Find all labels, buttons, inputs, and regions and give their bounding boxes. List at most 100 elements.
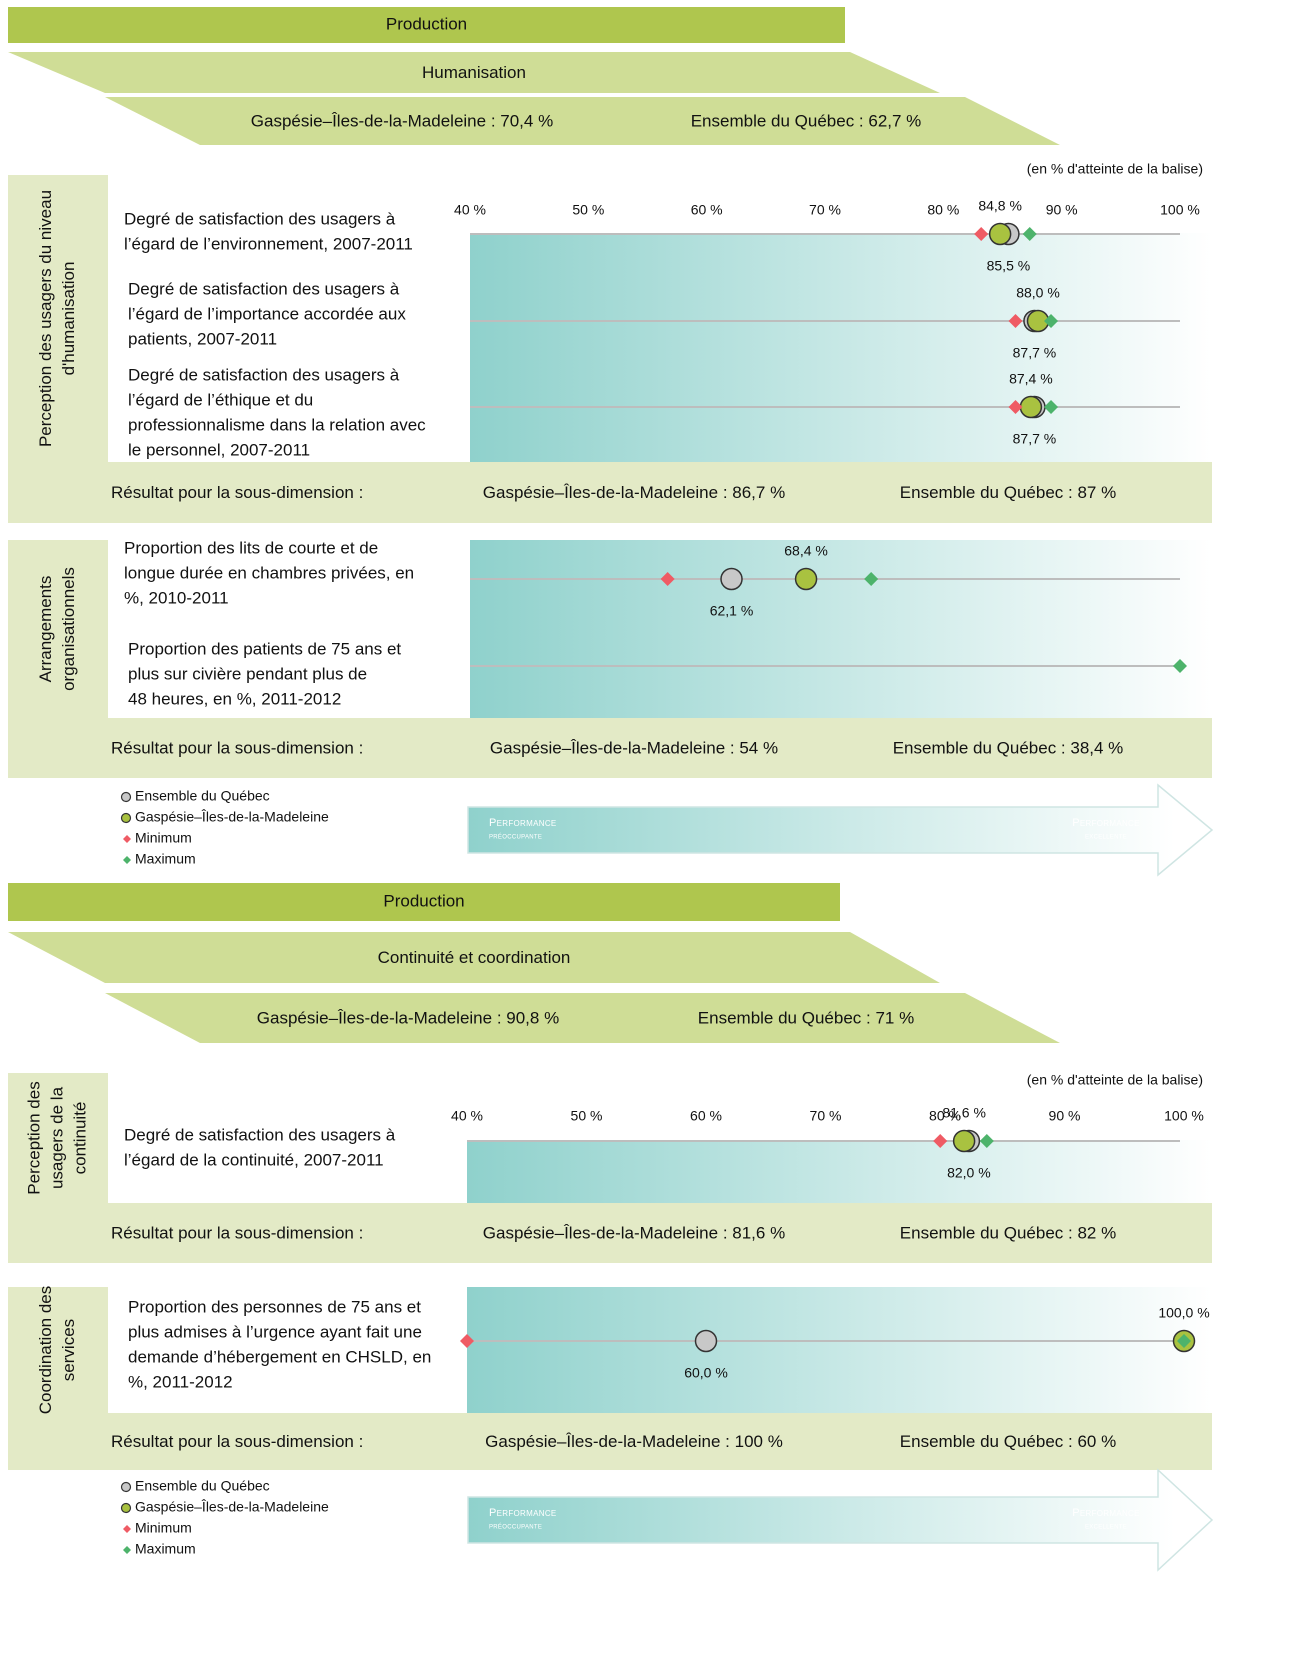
min-marker	[660, 572, 675, 586]
legend-label: Minimum	[135, 830, 192, 846]
x-tick-label: 100 %	[1164, 1108, 1204, 1124]
group-label: usagers de la	[47, 1086, 66, 1189]
quebec-marker	[694, 1329, 718, 1353]
summary-band	[105, 993, 1060, 1043]
arrow-right-1: Performance	[1072, 1507, 1140, 1519]
arrow-left-1: Performance	[489, 817, 557, 829]
group-label: Perception des usagers du niveau	[36, 190, 55, 447]
legend-label: Gaspésie–Îles-de-la-Madeleine	[135, 1499, 329, 1515]
result-band	[8, 1413, 1212, 1470]
arrow-left-2: préoccupante	[489, 830, 542, 840]
quebec-value-label: 85,5 %	[987, 258, 1031, 274]
group-label: Coordination des	[36, 1286, 55, 1415]
legend-swatch	[120, 1481, 132, 1493]
min-marker	[974, 227, 989, 241]
x-tick-label: 50 %	[571, 1108, 603, 1124]
max-marker	[1044, 314, 1059, 328]
result-region: Gaspésie–Îles-de-la-Madeleine : 54 %	[490, 738, 778, 757]
indicator-label: %, 2010-2011	[124, 588, 229, 607]
legend-swatch	[123, 835, 131, 843]
indicator-label: 48 heures, en %, 2011-2012	[128, 689, 341, 708]
result-label: Résultat pour la sous-dimension :	[111, 738, 363, 757]
arrow-right-1: Performance	[1072, 817, 1140, 829]
indicator-label: l’égard de l’importance accordée aux	[128, 304, 406, 323]
region-marker	[952, 1129, 976, 1153]
legend-label: Minimum	[135, 1520, 192, 1536]
header-title: Production	[386, 14, 467, 33]
summary-text: Gaspésie–Îles-de-la-Madeleine : 90,8 %	[257, 1008, 559, 1027]
x-tick-label: 100 %	[1160, 202, 1200, 218]
summary-band	[105, 97, 1060, 145]
legend-label: Ensemble du Québec	[135, 1478, 270, 1494]
result-band	[8, 1203, 1212, 1263]
region-value-label: 81,6 %	[942, 1105, 986, 1121]
result-quebec: Ensemble du Québec : 82 %	[900, 1223, 1116, 1242]
performance-arrow	[467, 1468, 1214, 1572]
indicator-label: plus admises à l’urgence ayant fait une	[128, 1322, 422, 1341]
group-label: continuité	[70, 1102, 89, 1175]
axis-note: (en % d'atteinte de la balise)	[1027, 161, 1203, 177]
summary-text: Ensemble du Québec : 62,7 %	[691, 111, 922, 130]
group-label: d'humanisation	[59, 262, 78, 376]
indicator-label: l’égard de l’éthique et du	[128, 390, 313, 409]
plot-area	[467, 1140, 1212, 1203]
indicator-label: longue durée en chambres privées, en	[124, 563, 414, 582]
x-tick-label: 70 %	[809, 202, 841, 218]
group-label: services	[59, 1319, 78, 1381]
region-value-label: 84,8 %	[978, 198, 1022, 214]
result-label: Résultat pour la sous-dimension :	[111, 1432, 363, 1451]
x-tick-label: 70 %	[810, 1108, 842, 1124]
x-tick-label: 40 %	[454, 202, 486, 218]
region-marker	[794, 567, 818, 591]
result-region: Gaspésie–Îles-de-la-Madeleine : 81,6 %	[483, 1223, 785, 1242]
group-label: Arrangements	[36, 576, 55, 683]
result-quebec: Ensemble du Québec : 87 %	[900, 483, 1116, 502]
legend-swatch	[123, 1525, 131, 1533]
plot-area	[470, 233, 1212, 462]
x-tick-label: 60 %	[690, 1108, 722, 1124]
indicator-label: Proportion des personnes de 75 ans et	[128, 1297, 421, 1316]
group-label: organisationnels	[59, 567, 78, 691]
result-quebec: Ensemble du Québec : 38,4 %	[893, 738, 1124, 757]
legend-swatch	[120, 1502, 132, 1514]
quebec-value-label: 60,0 %	[684, 1365, 728, 1381]
quebec-value-label: 87,7 %	[1013, 345, 1057, 361]
indicator-label: demande d’hébergement en CHSLD, en	[128, 1347, 431, 1366]
legend-swatch	[120, 791, 132, 803]
indicator-label: patients, 2007-2011	[128, 329, 277, 348]
header-bar	[8, 7, 845, 43]
dimension-title: Continuité et coordination	[378, 948, 571, 967]
legend-label: Maximum	[135, 851, 196, 867]
region-value-label: 88,0 %	[1016, 285, 1060, 301]
x-tick-label: 50 %	[572, 202, 604, 218]
group-label: Perception des	[24, 1081, 43, 1194]
max-marker	[1022, 227, 1037, 241]
quebec-value-label: 87,7 %	[1013, 431, 1057, 447]
result-band	[8, 718, 1212, 778]
max-marker	[1173, 659, 1187, 673]
indicator-label: Degré de satisfaction des usagers à	[124, 209, 396, 228]
indicator-label: %, 2011-2012	[128, 1372, 233, 1391]
indicator-label: Proportion des lits de courte et de	[124, 538, 378, 557]
plot-area	[467, 1287, 1212, 1413]
min-marker	[460, 1334, 474, 1348]
indicator-label: Degré de satisfaction des usagers à	[124, 1125, 396, 1144]
indicator-label: l’égard de la continuité, 2007-2011	[124, 1150, 384, 1169]
legend-swatch	[120, 812, 132, 824]
indicator-label: Proportion des patients de 75 ans et	[128, 639, 401, 658]
result-band	[8, 462, 1212, 523]
x-tick-label: 80 %	[929, 1108, 961, 1124]
legend-swatch	[123, 856, 131, 864]
max-marker	[1044, 400, 1059, 414]
region-value-label: 100,0 %	[1158, 1305, 1209, 1321]
header-title: Production	[383, 891, 464, 910]
indicator-label: professionnalisme dans la relation avec	[128, 415, 426, 434]
indicator-label: plus sur civière pendant plus de	[128, 664, 367, 683]
min-marker	[1008, 314, 1023, 328]
indicator-label: le personnel, 2007-2011	[128, 440, 310, 459]
performance-arrow	[467, 783, 1214, 877]
arrow-left-2: préoccupante	[489, 1520, 542, 1530]
max-marker	[979, 1134, 994, 1148]
x-tick-label: 90 %	[1049, 1108, 1081, 1124]
arrow-right-2: excellente	[1085, 1520, 1127, 1530]
